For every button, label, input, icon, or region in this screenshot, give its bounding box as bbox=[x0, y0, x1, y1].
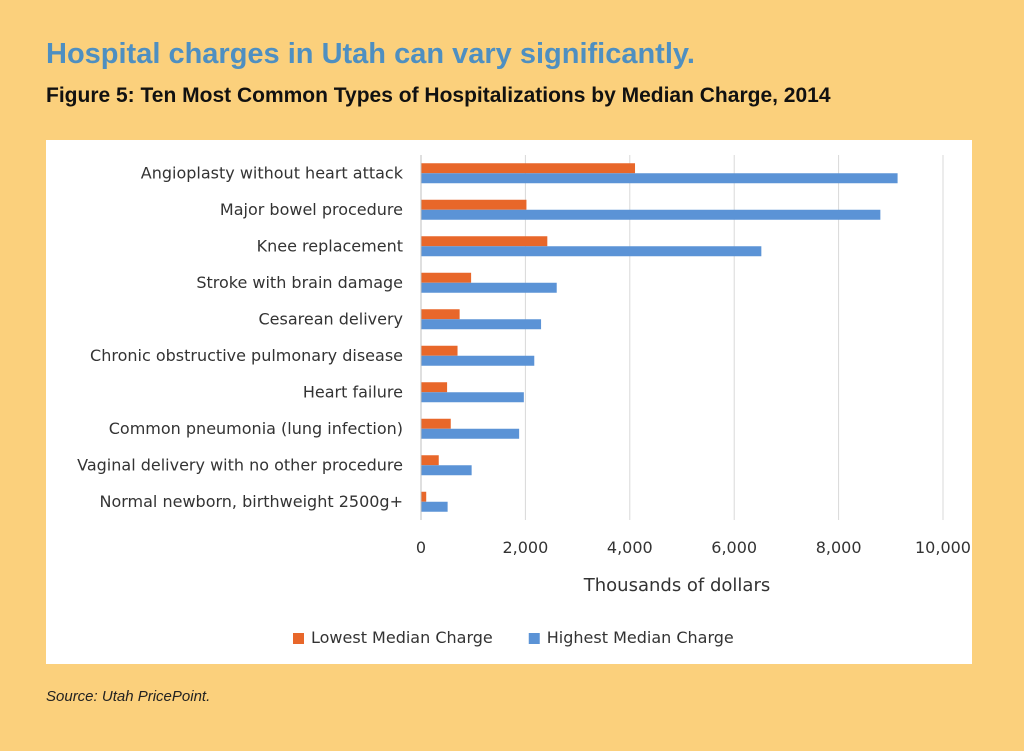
category-label: Chronic obstructive pulmonary disease bbox=[90, 346, 403, 365]
chart-panel: 0 2,000 4,000 6,000 8,000 10,000 Angioplasty w… bbox=[46, 140, 972, 664]
x-axis-title: Thousands of dollars bbox=[583, 575, 771, 596]
legend-label-highest: Highest Median Charge bbox=[547, 628, 734, 647]
bar-lowest-median bbox=[421, 455, 439, 466]
category-label: Heart failure bbox=[303, 382, 403, 401]
legend-label-lowest: Lowest Median Charge bbox=[311, 628, 493, 647]
category-label: Vaginal delivery with no other procedure bbox=[77, 455, 403, 474]
figure-title: Figure 5: Ten Most Common Types of Hospi… bbox=[46, 84, 831, 107]
legend-swatch-highest bbox=[528, 633, 540, 644]
bar-highest-median bbox=[421, 173, 898, 184]
x-tick-label: 6,000 bbox=[711, 538, 757, 557]
source-note: Source: Utah PricePoint. bbox=[46, 688, 211, 705]
bar-lowest-median bbox=[421, 418, 451, 429]
x-tick-label: 0 bbox=[416, 538, 426, 557]
category-label: Stroke with brain damage bbox=[196, 273, 403, 292]
bar-highest-median bbox=[421, 319, 542, 330]
bar-highest-median bbox=[421, 209, 881, 220]
x-tick-label: 4,000 bbox=[607, 538, 653, 557]
bar-lowest-median bbox=[421, 491, 427, 502]
bar-lowest-median bbox=[421, 163, 636, 174]
category-label: Common pneumonia (lung infection) bbox=[109, 419, 403, 438]
category-label: Knee replacement bbox=[257, 236, 403, 255]
legend-swatch-lowest bbox=[293, 633, 304, 644]
bar-highest-median bbox=[421, 465, 472, 476]
bar-chart: 0 2,000 4,000 6,000 8,000 10,000 Angioplasty w… bbox=[77, 155, 971, 647]
category-label: Angioplasty without heart attack bbox=[141, 163, 404, 182]
bar-lowest-median bbox=[421, 382, 448, 393]
category-label: Normal newborn, birthweight 2500g+ bbox=[99, 492, 403, 511]
bar-lowest-median bbox=[421, 236, 548, 247]
bar-highest-median bbox=[421, 392, 524, 403]
x-tick-label: 2,000 bbox=[502, 538, 548, 557]
x-tick-label: 10,000 bbox=[915, 538, 971, 557]
bar-lowest-median bbox=[421, 309, 460, 320]
bar-highest-median bbox=[421, 428, 520, 439]
bar-lowest-median bbox=[421, 345, 458, 356]
bar-highest-median bbox=[421, 246, 762, 257]
x-tick-label: 8,000 bbox=[816, 538, 862, 557]
bar-highest-median bbox=[421, 355, 535, 366]
headline: Hospital charges in Utah can vary signif… bbox=[46, 38, 695, 70]
bar-lowest-median bbox=[421, 199, 527, 210]
bar-highest-median bbox=[421, 282, 557, 293]
bar-lowest-median bbox=[421, 272, 472, 283]
category-label: Cesarean delivery bbox=[258, 309, 403, 328]
bar-highest-median bbox=[421, 501, 448, 512]
category-label: Major bowel procedure bbox=[220, 200, 403, 219]
